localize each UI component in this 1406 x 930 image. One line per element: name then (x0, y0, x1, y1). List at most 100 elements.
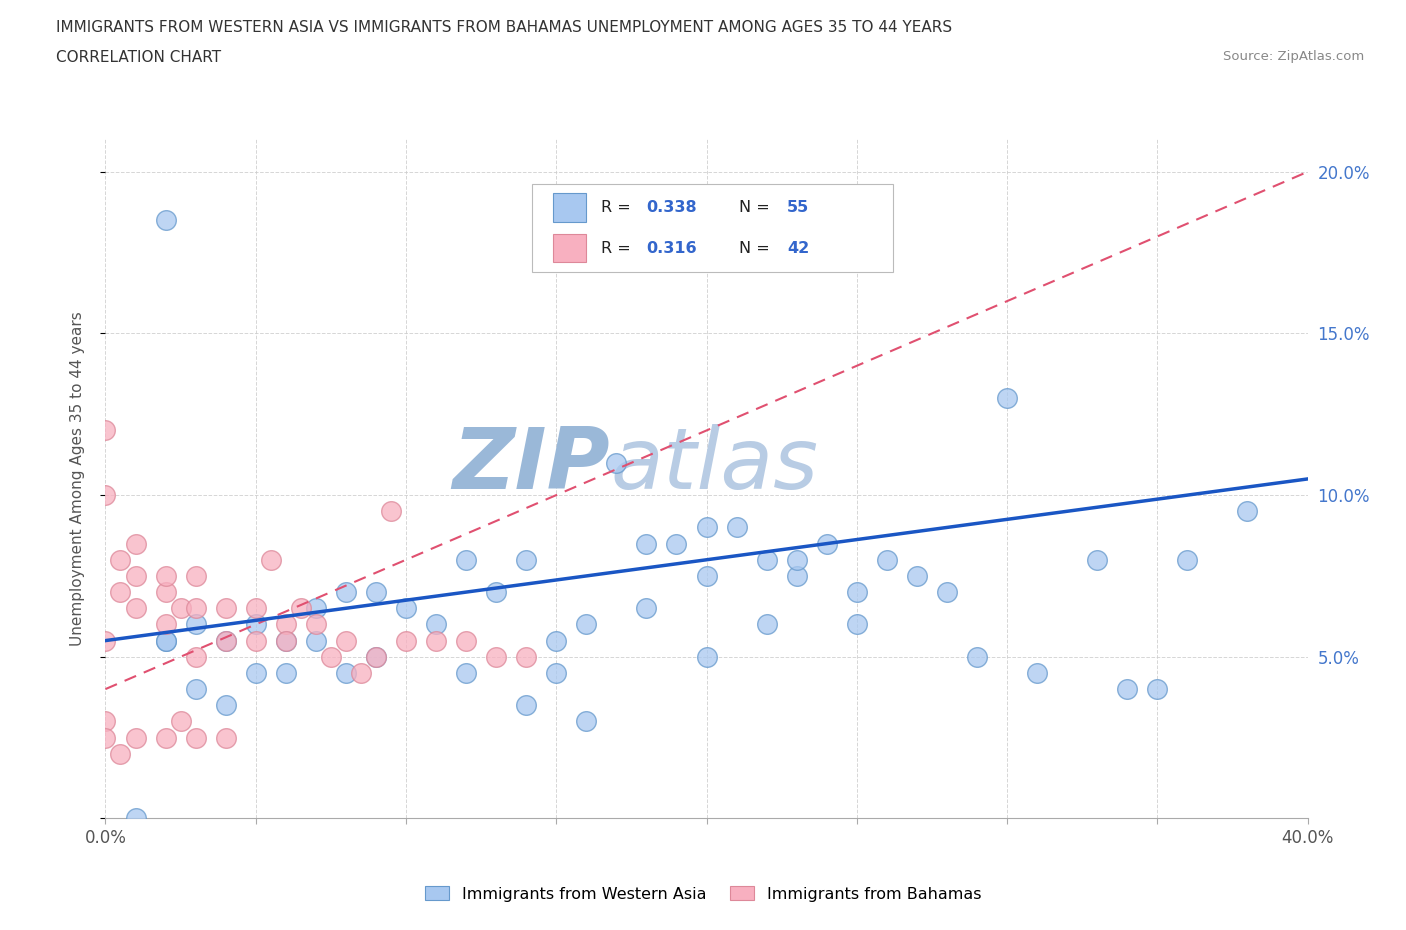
Point (395, 601, 418, 616)
Point (155, 568, 177, 583)
Point (364, 585, 387, 600)
Point (94, 423, 117, 438)
Point (260, 552, 283, 567)
Point (1146, 682, 1168, 697)
Text: 0.316: 0.316 (647, 241, 697, 256)
Point (425, 617, 447, 631)
Point (485, 649, 508, 664)
Point (995, 391, 1018, 405)
Point (364, 649, 387, 664)
Point (305, 633, 328, 648)
Point (245, 617, 267, 631)
Point (94, 730, 117, 745)
Point (94, 714, 117, 729)
Point (815, 537, 838, 551)
Point (274, 666, 297, 681)
Point (124, 601, 146, 616)
Point (155, 213, 177, 228)
Point (425, 633, 447, 648)
FancyBboxPatch shape (533, 183, 893, 272)
Point (1085, 552, 1108, 567)
Point (214, 633, 236, 648)
Point (380, 504, 402, 519)
Point (155, 633, 177, 648)
Point (184, 568, 207, 583)
Point (214, 730, 236, 745)
Point (1116, 682, 1139, 697)
Point (966, 649, 988, 664)
Point (636, 537, 658, 551)
Point (454, 552, 477, 567)
Point (350, 666, 373, 681)
Text: N =: N = (740, 241, 775, 256)
Point (319, 649, 342, 664)
Point (1236, 504, 1258, 519)
Point (696, 649, 718, 664)
Point (335, 633, 357, 648)
Point (124, 811, 146, 826)
Point (1175, 552, 1198, 567)
Point (575, 714, 598, 729)
Point (515, 649, 537, 664)
Point (696, 520, 718, 535)
Text: N =: N = (740, 200, 775, 215)
Point (786, 568, 808, 583)
Point (274, 617, 297, 631)
Point (214, 698, 236, 712)
Point (94, 487, 117, 502)
Point (454, 666, 477, 681)
Point (936, 585, 959, 600)
Point (169, 601, 191, 616)
Point (245, 633, 267, 648)
Point (155, 585, 177, 600)
Point (274, 633, 297, 648)
Point (905, 568, 928, 583)
Text: atlas: atlas (610, 424, 818, 507)
Point (364, 649, 387, 664)
Point (515, 698, 537, 712)
Point (485, 585, 508, 600)
Text: 42: 42 (787, 241, 810, 256)
Point (124, 730, 146, 745)
Point (290, 601, 312, 616)
Text: 0.338: 0.338 (647, 200, 697, 215)
Point (605, 456, 627, 471)
Point (546, 633, 568, 648)
Point (245, 666, 267, 681)
Point (124, 568, 146, 583)
Point (305, 617, 328, 631)
Point (155, 633, 177, 648)
Point (184, 617, 207, 631)
Point (845, 617, 868, 631)
Point (245, 601, 267, 616)
Point (94, 633, 117, 648)
Point (515, 552, 537, 567)
Legend: Immigrants from Western Asia, Immigrants from Bahamas: Immigrants from Western Asia, Immigrants… (419, 880, 987, 908)
Point (305, 601, 328, 616)
Point (845, 585, 868, 600)
Bar (553, 233, 586, 262)
Point (876, 552, 898, 567)
Point (214, 633, 236, 648)
Text: CORRELATION CHART: CORRELATION CHART (56, 50, 221, 65)
Point (665, 537, 688, 551)
Point (786, 552, 808, 567)
Point (755, 552, 778, 567)
Text: Source: ZipAtlas.com: Source: ZipAtlas.com (1223, 50, 1364, 63)
Point (725, 520, 748, 535)
Point (395, 633, 418, 648)
Point (546, 666, 568, 681)
Point (335, 585, 357, 600)
Point (184, 730, 207, 745)
Point (110, 746, 132, 761)
Point (155, 617, 177, 631)
Bar (553, 193, 586, 221)
Point (184, 682, 207, 697)
Text: IMMIGRANTS FROM WESTERN ASIA VS IMMIGRANTS FROM BAHAMAS UNEMPLOYMENT AMONG AGES : IMMIGRANTS FROM WESTERN ASIA VS IMMIGRAN… (56, 20, 952, 35)
Point (155, 730, 177, 745)
Point (214, 601, 236, 616)
Point (755, 617, 778, 631)
Point (124, 537, 146, 551)
Text: 55: 55 (787, 200, 810, 215)
Text: ZIP: ZIP (453, 424, 610, 507)
